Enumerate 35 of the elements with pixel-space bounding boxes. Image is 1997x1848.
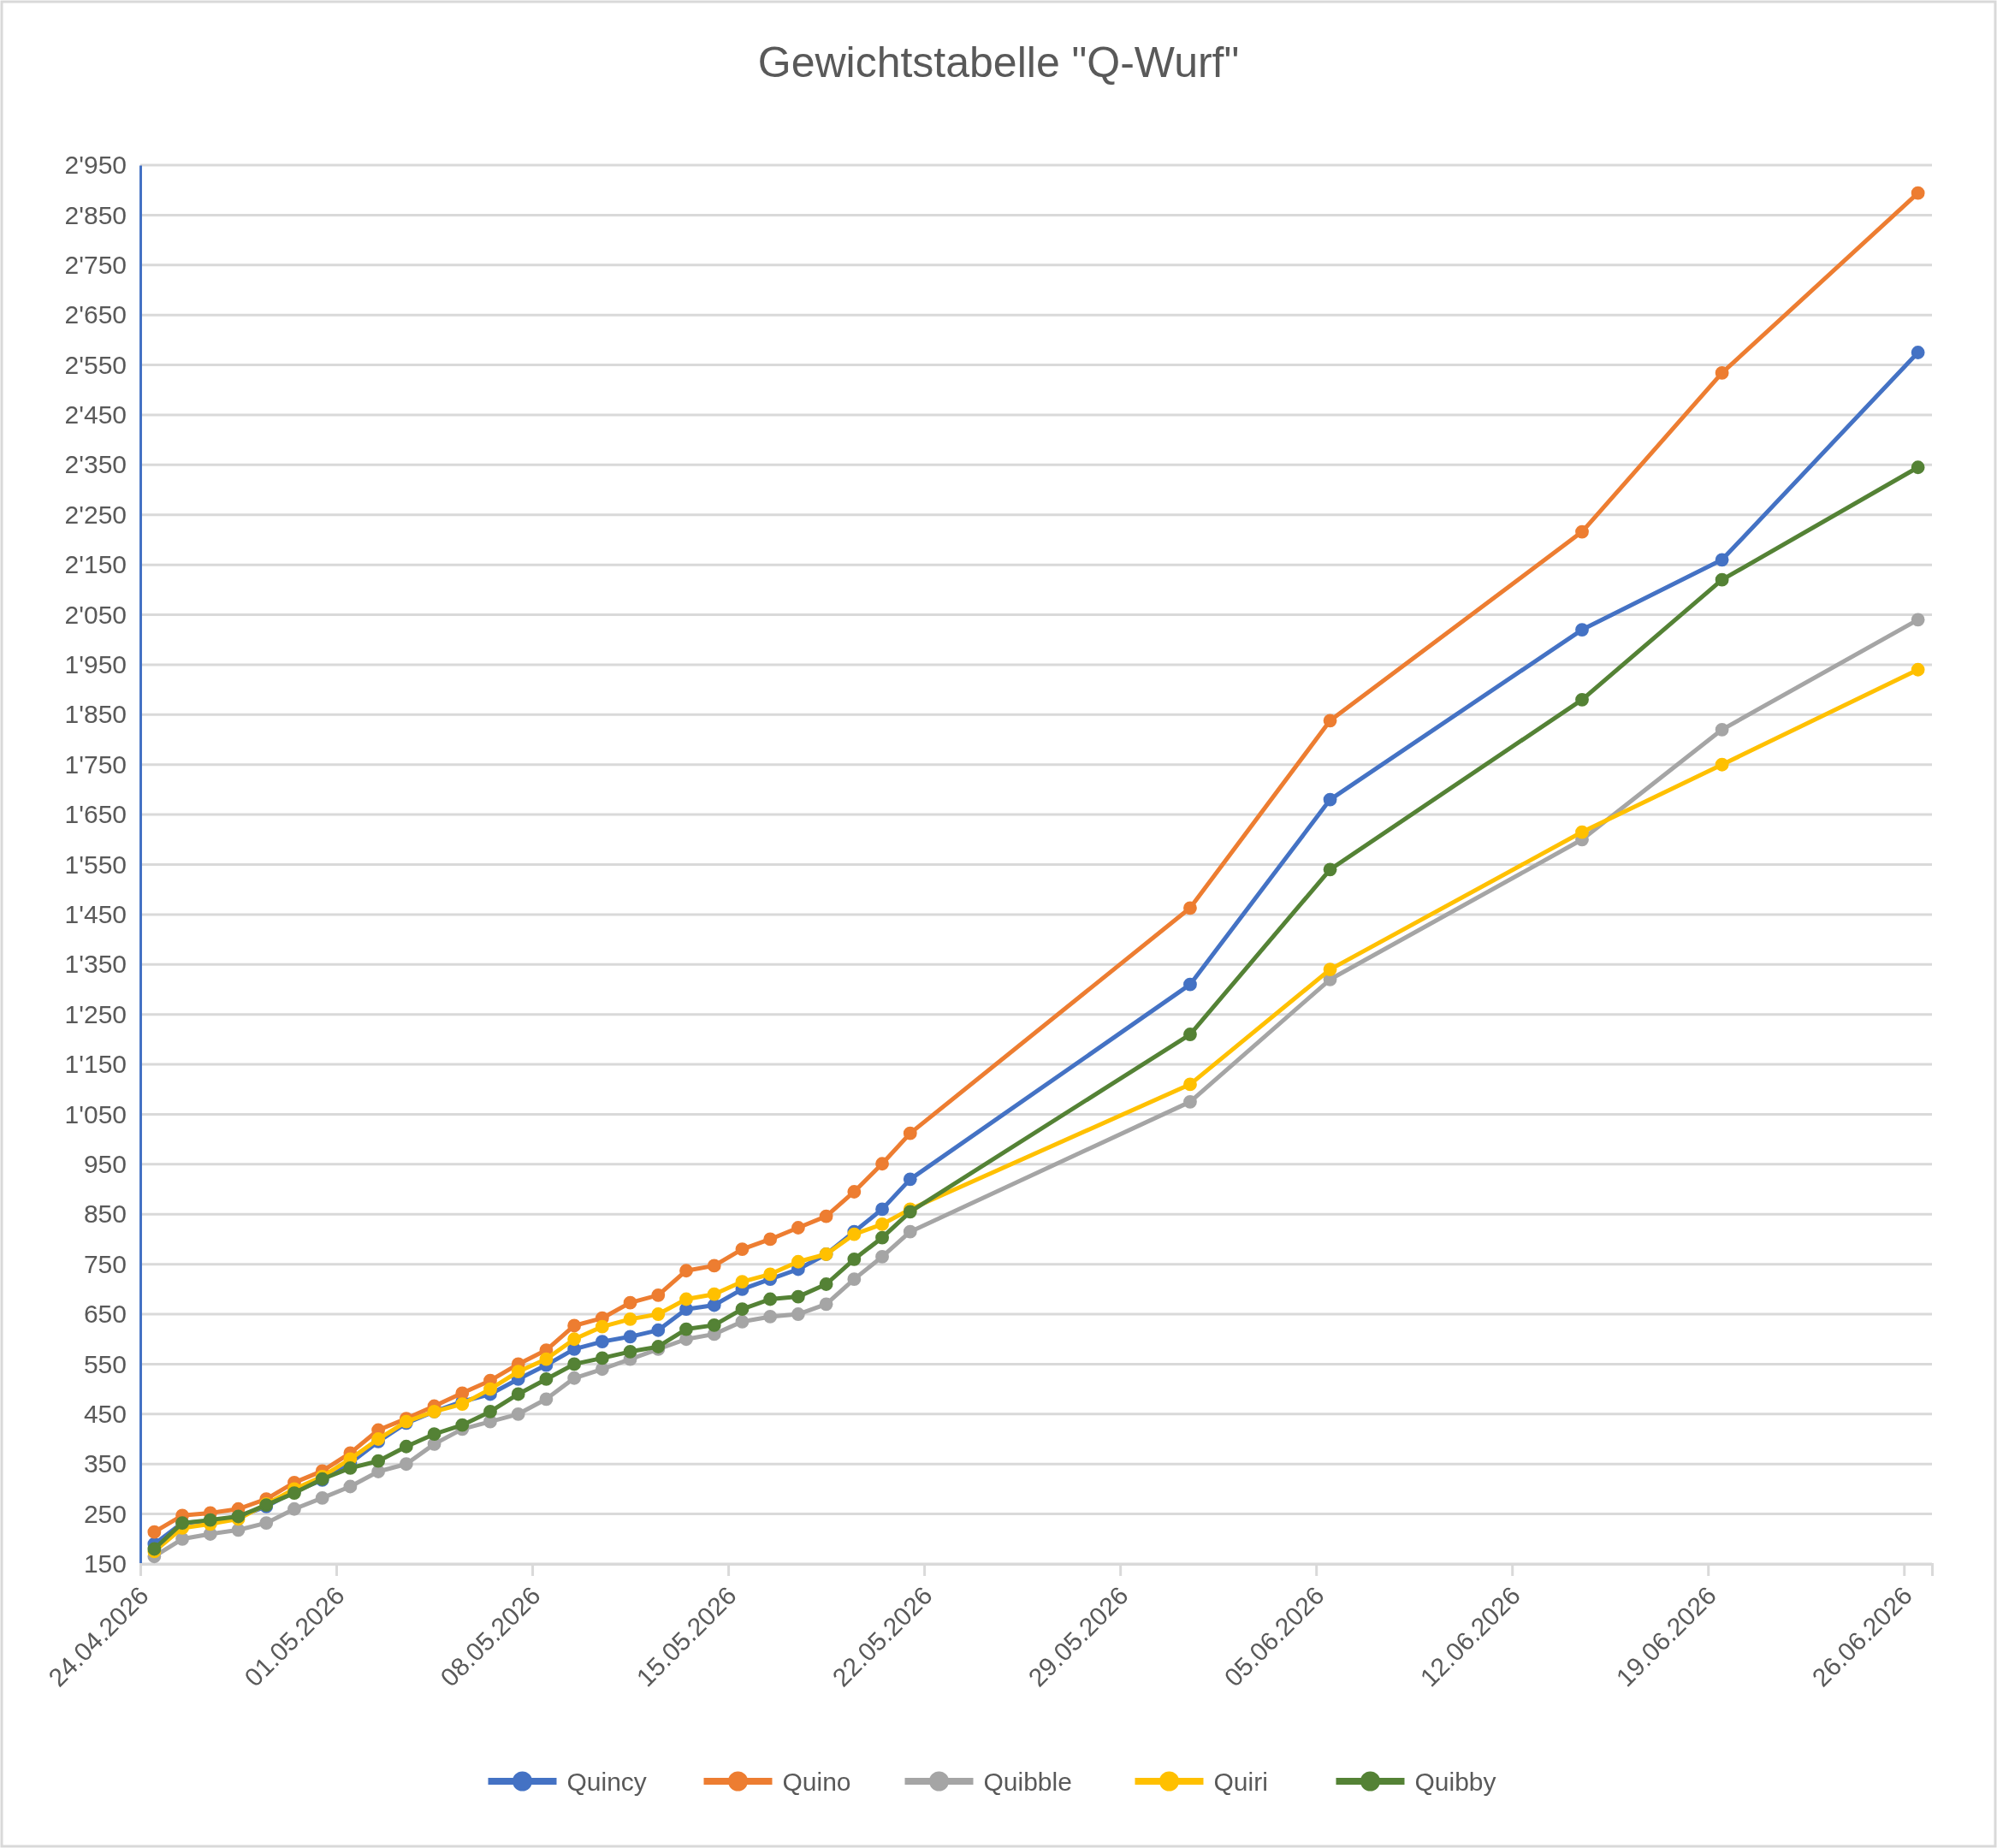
y-tick-label: 2'450 xyxy=(64,400,127,429)
legend-label: Quiri xyxy=(1213,1767,1268,1796)
y-tick-label: 2'650 xyxy=(64,300,127,329)
y-tick-label: 1'650 xyxy=(64,800,127,829)
y-tick-label: 2'350 xyxy=(64,450,127,479)
y-tick-label: 2'150 xyxy=(64,550,127,579)
y-tick-label: 250 xyxy=(83,1499,127,1528)
y-tick-label: 1'350 xyxy=(64,950,127,979)
y-tick-label: 2'750 xyxy=(64,250,127,279)
y-tick-label: 1'550 xyxy=(64,850,127,879)
legend-label: Quibble xyxy=(983,1767,1072,1796)
y-tick-label: 950 xyxy=(83,1149,127,1178)
chart-title: Gewichtstabelle "Q-Wurf" xyxy=(757,38,1240,86)
y-tick-label: 450 xyxy=(83,1399,127,1428)
y-tick-label: 150 xyxy=(83,1549,127,1578)
y-tick-label: 2'950 xyxy=(64,151,127,180)
y-tick-label: 650 xyxy=(83,1300,127,1329)
y-tick-label: 1'750 xyxy=(64,749,127,779)
y-tick-label: 1'250 xyxy=(64,999,127,1028)
y-tick-label: 750 xyxy=(83,1249,127,1278)
y-tick-label: 1'450 xyxy=(64,899,127,928)
y-tick-label: 550 xyxy=(83,1349,127,1378)
y-tick-label: 2'050 xyxy=(64,600,127,629)
y-tick-label: 850 xyxy=(83,1199,127,1229)
y-tick-label: 1'950 xyxy=(64,650,127,679)
y-tick-label: 1'150 xyxy=(64,1050,127,1079)
y-tick-label: 1'850 xyxy=(64,700,127,729)
legend-label: Quibby xyxy=(1414,1767,1496,1796)
y-tick-label: 2'250 xyxy=(64,500,127,529)
y-tick-label: 1'050 xyxy=(64,1099,127,1128)
y-tick-label: 2'550 xyxy=(64,350,127,379)
legend-label: Quino xyxy=(782,1767,851,1796)
y-tick-label: 2'850 xyxy=(64,200,127,229)
legend-label: Quincy xyxy=(566,1767,647,1796)
y-tick-label: 350 xyxy=(83,1449,127,1478)
